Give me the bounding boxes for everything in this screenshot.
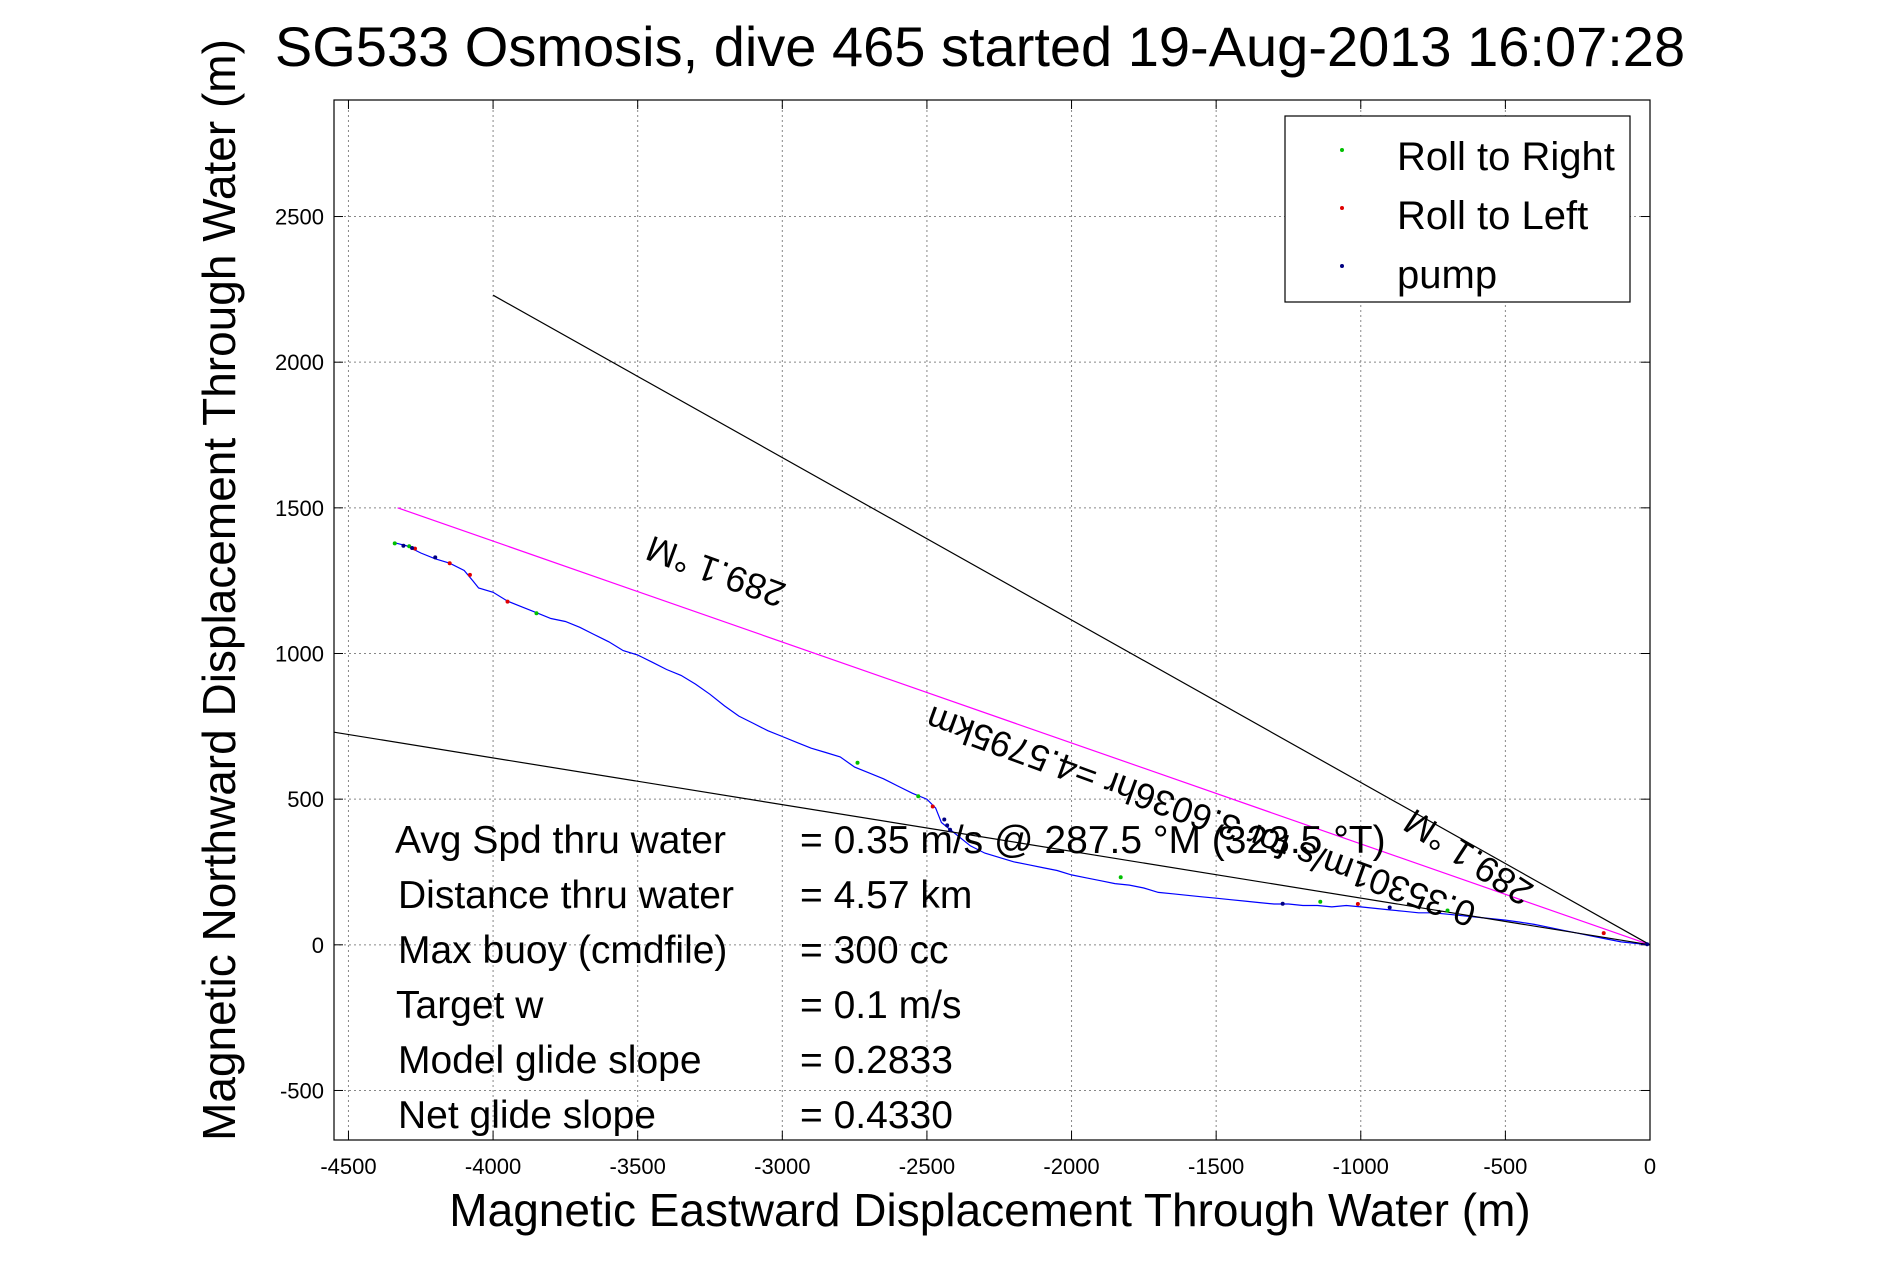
x-tick-label: -3000 bbox=[754, 1154, 810, 1179]
roll-right-point bbox=[916, 794, 921, 799]
stat-value: = 0.35 m/s @ 287.5 °M (323.5 °T) bbox=[800, 819, 1386, 862]
track-line bbox=[394, 542, 1651, 946]
x-tick-label: -3500 bbox=[610, 1154, 666, 1179]
pump-point bbox=[942, 817, 947, 822]
series-lines bbox=[333, 294, 1651, 946]
roll-right-point bbox=[1118, 875, 1123, 880]
legend-marker-roll-left bbox=[1340, 206, 1344, 210]
y-tick-label: 500 bbox=[287, 787, 324, 812]
x-axis-label: Magnetic Eastward Displacement Through W… bbox=[449, 1184, 1530, 1236]
pump-point bbox=[433, 555, 438, 560]
stat-value: = 0.2833 bbox=[800, 1039, 953, 1082]
stat-value: = 4.57 km bbox=[800, 874, 972, 917]
roll-right-point bbox=[534, 611, 539, 616]
y-tick-label: 1000 bbox=[275, 642, 324, 667]
roll-left-point bbox=[930, 804, 935, 809]
y-tick-label: -500 bbox=[280, 1078, 324, 1103]
bearing-line-lower bbox=[333, 731, 1651, 946]
stat-label: Avg Spd thru water bbox=[395, 819, 726, 862]
series-markers bbox=[392, 541, 1650, 947]
x-tick-label: -4500 bbox=[320, 1154, 376, 1179]
pump-point bbox=[410, 546, 415, 551]
pump-point bbox=[1645, 942, 1650, 947]
pump-point bbox=[1387, 905, 1392, 910]
x-tick-label: -1000 bbox=[1333, 1154, 1389, 1179]
legend-label-pump: pump bbox=[1397, 253, 1497, 297]
roll-right-point bbox=[407, 544, 412, 549]
stat-value: = 0.4330 bbox=[800, 1094, 953, 1137]
legend-label-roll-right: Roll to Right bbox=[1397, 135, 1615, 179]
heading-line bbox=[397, 507, 1651, 946]
roll-left-point bbox=[1355, 902, 1360, 907]
roll-right-point bbox=[855, 760, 860, 765]
roll-right-point bbox=[1318, 899, 1323, 904]
bearing-line-upper bbox=[492, 294, 1651, 946]
legend: Roll to Right Roll to Left pump bbox=[1284, 115, 1631, 303]
y-tick-label: 0 bbox=[312, 933, 324, 958]
stat-label: Target w bbox=[396, 984, 544, 1027]
y-tick-label: 2500 bbox=[275, 205, 324, 230]
stat-label: Model glide slope bbox=[398, 1039, 702, 1082]
pump-point bbox=[945, 823, 950, 828]
x-tick-label: -2000 bbox=[1043, 1154, 1099, 1179]
roll-left-point bbox=[505, 599, 510, 604]
pump-point bbox=[948, 827, 953, 832]
pump-point bbox=[401, 543, 406, 548]
stat-label: Max buoy (cmdfile) bbox=[398, 929, 727, 972]
x-tick-label: -4000 bbox=[465, 1154, 521, 1179]
y-tick-label: 1500 bbox=[275, 496, 324, 521]
stats-annotation: Avg Spd thru water = 0.35 m/s @ 287.5 °M… bbox=[395, 819, 1386, 1137]
pump-point bbox=[1280, 901, 1285, 906]
x-tick-label: 0 bbox=[1644, 1154, 1656, 1179]
x-tick-label: -2500 bbox=[899, 1154, 955, 1179]
legend-marker-roll-right bbox=[1340, 148, 1344, 152]
y-axis-label: Magnetic Northward Displacement Through … bbox=[193, 39, 245, 1141]
roll-right-point bbox=[392, 541, 397, 546]
roll-left-point bbox=[447, 561, 452, 566]
roll-left-point bbox=[1601, 931, 1606, 936]
y-tick-label: 2000 bbox=[275, 350, 324, 375]
roll-right-point bbox=[1445, 908, 1450, 913]
stat-value: = 0.1 m/s bbox=[800, 984, 961, 1027]
chart-title: SG533 Osmosis, dive 465 started 19-Aug-2… bbox=[275, 15, 1685, 78]
legend-label-roll-left: Roll to Left bbox=[1397, 194, 1588, 238]
roll-left-point bbox=[467, 572, 472, 577]
axis-ticks: -4500 -4000 -3500 -3000 -2500 -2000 -1500 -1000… bbox=[275, 100, 1656, 1179]
stat-label: Net glide slope bbox=[398, 1094, 656, 1137]
stat-value: = 300 cc bbox=[800, 929, 949, 972]
plot-frame bbox=[333, 99, 1651, 1141]
legend-marker-pump bbox=[1340, 264, 1344, 268]
stat-label: Distance thru water bbox=[398, 874, 734, 917]
x-tick-label: -1500 bbox=[1188, 1154, 1244, 1179]
x-tick-label: -500 bbox=[1483, 1154, 1527, 1179]
